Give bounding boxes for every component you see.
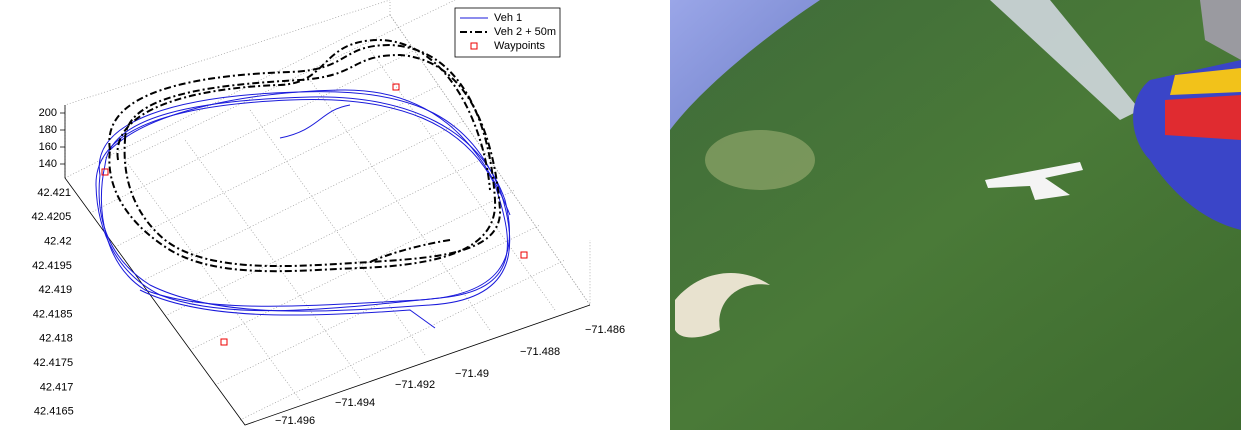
lat-tick-label: 42.419	[39, 284, 73, 296]
lat-tick-label: 42.417	[40, 381, 74, 393]
photo	[670, 0, 1241, 430]
z-tick-label: 140	[39, 158, 57, 170]
z-tick-label: 160	[39, 141, 57, 153]
plot-grid	[65, 0, 590, 420]
lat-tick-label: 42.4165	[34, 406, 74, 418]
z-tick-label: 180	[39, 124, 57, 136]
lon-tick-label: −71.496	[275, 415, 315, 427]
lat-tick-label: 42.418	[39, 333, 73, 345]
veh2-track	[109, 40, 500, 271]
lon-tick-label: −71.488	[520, 346, 560, 358]
page: {"figure": { "legend": ["Veh 1", "Veh 2 …	[0, 0, 1241, 430]
z-tick-label: 200	[39, 107, 57, 119]
legend-label: Veh 1	[494, 12, 522, 24]
lon-tick-label: −71.49	[455, 368, 489, 380]
legend: Veh 1 Veh 2 + 50m Waypoints	[455, 8, 560, 57]
legend-label: Veh 2 + 50m	[494, 26, 556, 38]
legend-label: Waypoints	[494, 40, 545, 52]
lat-tick-label: 42.4185	[33, 308, 73, 320]
lat-tick-label: 42.4195	[32, 260, 72, 272]
lat-tick-label: 42.421	[37, 187, 71, 199]
veh1-track	[96, 90, 510, 328]
lon-tick-label: −71.486	[585, 324, 625, 336]
lon-tick-label: −71.492	[395, 379, 435, 391]
z-ticks	[60, 113, 65, 164]
lon-tick-label: −71.494	[335, 397, 375, 409]
figure: Veh 1 Veh 2 + 50m Waypoints 200 180 160 140…	[0, 0, 1241, 430]
axes	[65, 105, 590, 425]
lat-tick-label: 42.4205	[32, 211, 72, 223]
lat-tick-label: 42.42	[44, 236, 72, 248]
lat-tick-label: 42.4175	[33, 357, 73, 369]
